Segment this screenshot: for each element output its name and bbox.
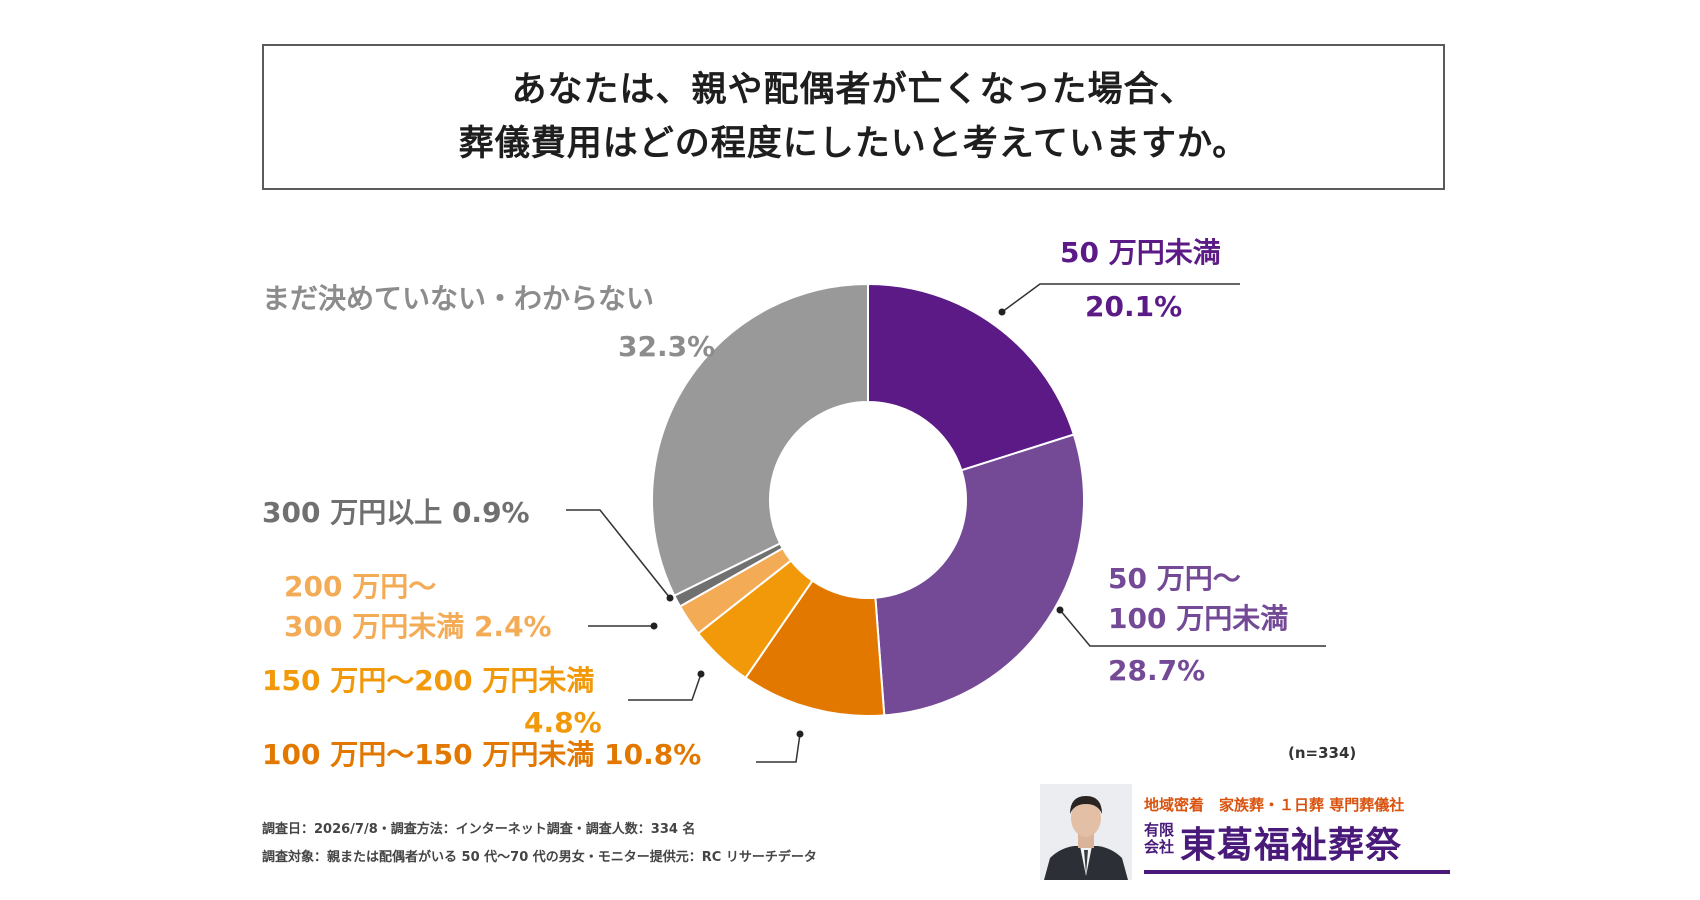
company-logo: 地域密着 家族葬・１日葬 専門葬儀社 有限会社 東葛福祉葬祭 (1040, 784, 1450, 880)
donut-slice-0 (867, 282, 1076, 472)
slice-2-leader-line (756, 733, 801, 763)
slice-3-percent-label: 4.8% (524, 706, 602, 739)
slice-0-leader-line (1001, 283, 1240, 313)
slice-1-percent-label: 28.7% (1108, 654, 1205, 687)
slice-5-leader-dot (666, 594, 674, 602)
slice-4-leader-dot (650, 622, 658, 630)
slice-0-label-line-0: 50 万円未満 (1060, 236, 1221, 269)
slice-0-percent-label: 20.1% (1085, 290, 1182, 323)
slice-1-label-line-0: 50 万円～ (1108, 562, 1241, 595)
slice-4-label: 300 万円未満 2.4% (284, 610, 552, 643)
slice-3-leader-line (628, 673, 702, 701)
logo-company-name: 東葛福祉葬祭 (1180, 824, 1403, 866)
donut-slice-6 (651, 282, 869, 597)
slice-6-label-line-0: まだ決めていない・わからない (262, 282, 654, 315)
slice-5-label: 300 万円以上 0.9% (262, 496, 530, 529)
logo-tagline: 地域密着 家族葬・１日葬 専門葬儀社 (1144, 796, 1405, 814)
chart-title-line1: あなたは、親や配偶者が亡くなった場合、 (511, 70, 1196, 110)
slice-3-leader-dot (697, 670, 705, 678)
survey-footnote-1: 調査日：2026/7/8・調査方法：インターネット調査・調査人数：334 名 (262, 822, 696, 837)
slice-2-leader-dot (796, 730, 804, 738)
slice-0-leader-dot (998, 308, 1006, 316)
slice-4-label-line-0: 200 万円～ (284, 570, 436, 603)
chart-title-line2: 葬儀費用はどの程度にしたいと考えていますか。 (458, 124, 1249, 164)
slice-3-label-line-0: 150 万円～200 万円未満 (262, 664, 594, 697)
staff-photo (1040, 784, 1132, 880)
survey-footnote-2: 調査対象：親または配偶者がいる 50 代～70 代の男女・モニター提供元：RC … (262, 850, 817, 865)
slice-5-leader-line (566, 509, 671, 599)
donut-slice-1 (874, 433, 1085, 717)
slice-1-leader-dot (1056, 606, 1064, 614)
slice-1-leader-line (1059, 609, 1326, 647)
title-box: あなたは、親や配偶者が亡くなった場合、 葬儀費用はどの程度にしたいと考えています… (262, 44, 1445, 190)
slice-1-label-line-1: 100 万円未満 (1108, 602, 1288, 635)
logo-corp-type: 有限会社 (1144, 821, 1175, 856)
sample-size-note: (n=334) (1288, 744, 1357, 762)
slice-2-label: 100 万円～150 万円未満 10.8% (262, 738, 701, 771)
logo-underline (1144, 870, 1450, 874)
slice-6-percent-label: 32.3% (618, 330, 715, 363)
